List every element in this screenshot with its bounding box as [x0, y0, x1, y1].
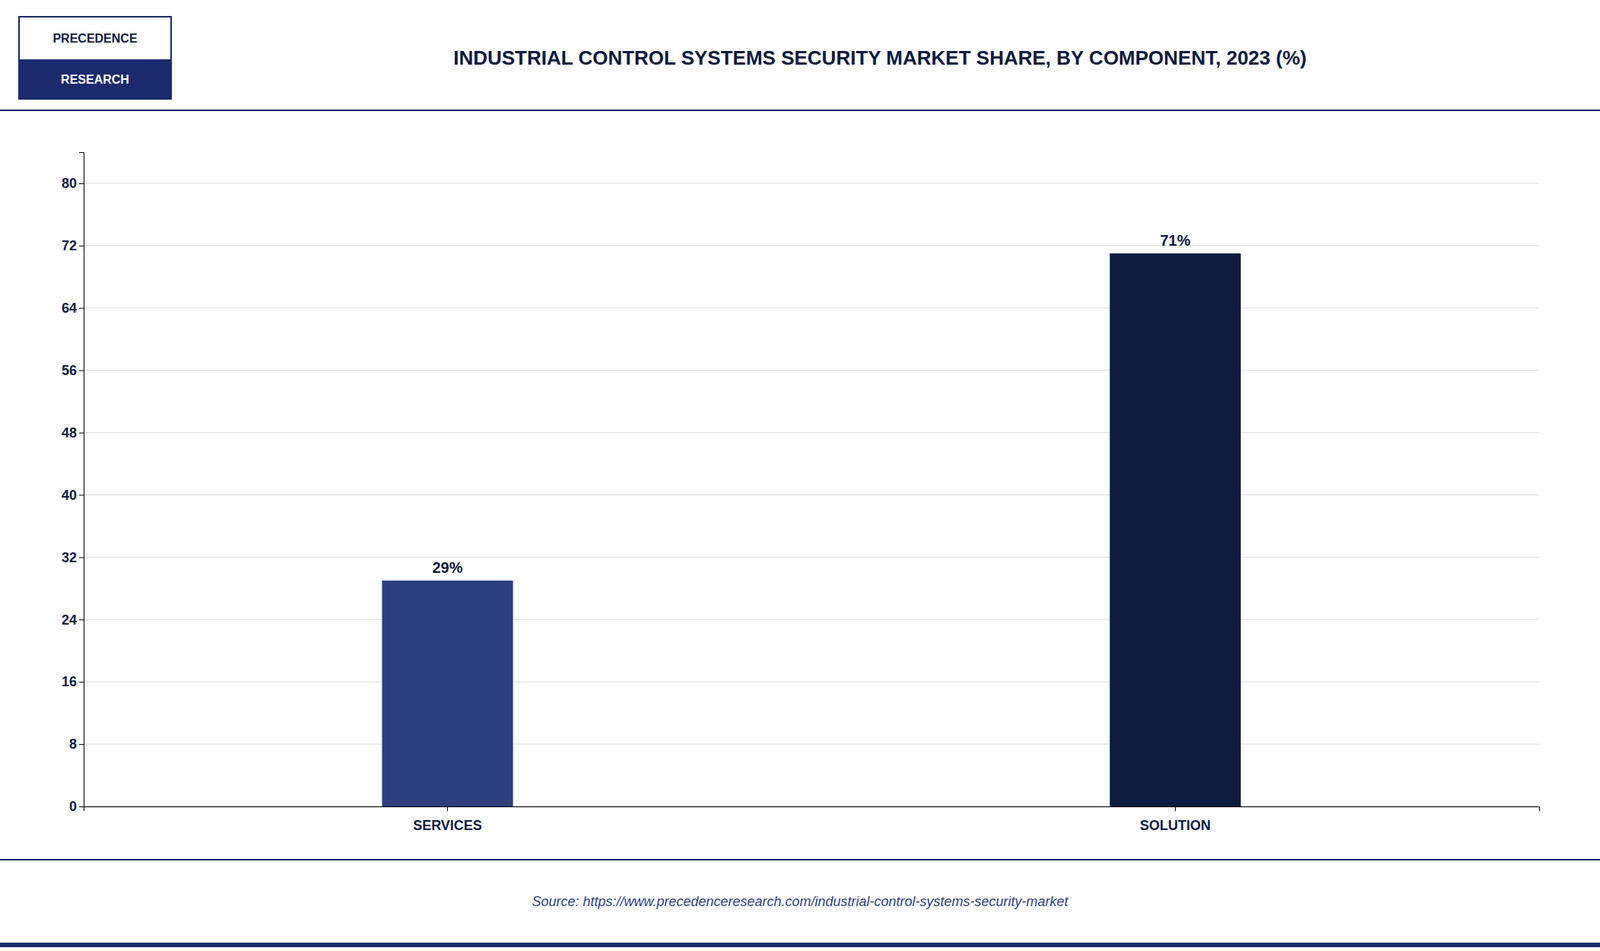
y-tick-label: 8 — [69, 736, 77, 752]
y-tick-mark — [79, 494, 84, 496]
y-tick-label: 80 — [61, 175, 77, 191]
bottom-bar — [0, 942, 1600, 947]
y-tick-mark — [79, 743, 84, 745]
x-tick-label: SERVICES — [412, 817, 483, 833]
plot: 29% 71% SERVICES SOLUTION 0 8 16 24 32 40 48 56 64 72… — [61, 152, 1540, 833]
grid-line — [83, 369, 1540, 371]
y-tick: 56 — [61, 362, 84, 378]
logo-bottom — [19, 59, 172, 99]
x-axis: SERVICES SOLUTION — [84, 806, 1540, 833]
logo: PRECEDENCE RESEARCH — [19, 16, 172, 99]
data-label: 29% — [431, 558, 463, 576]
y-tick-mark — [79, 370, 84, 372]
bars — [381, 253, 1241, 807]
y-tick-mark — [79, 307, 84, 309]
footer-line — [0, 858, 1600, 861]
bar — [1109, 253, 1241, 807]
y-tick-mark — [79, 681, 84, 683]
chart: PRECEDENCE RESEARCH INDUSTRIAL CONTROL SYS… — [0, 0, 1600, 951]
bar — [381, 580, 513, 807]
y-tick-mark — [79, 806, 84, 807]
x-tick-label: SOLUTION — [1139, 817, 1211, 833]
y-axis: 0 8 16 24 32 40 48 56 64 72 80 — [61, 152, 85, 815]
y-tick-label: 24 — [61, 612, 77, 628]
y-tick: 24 — [61, 612, 84, 628]
y-tick-mark — [79, 619, 84, 620]
y-tick: 40 — [61, 487, 84, 503]
y-tick-mark — [79, 556, 84, 558]
y-tick: 64 — [61, 300, 84, 316]
y-tick-label: 56 — [61, 362, 77, 378]
grid-line — [83, 431, 1540, 433]
x-tick: SOLUTION — [1139, 806, 1211, 833]
source: Source: https://www.precedenceresearch.c… — [531, 893, 1069, 909]
logo-border — [19, 16, 172, 99]
y-axis-line — [79, 152, 85, 807]
grid-line — [83, 681, 1540, 683]
data-labels: 29% 71% — [431, 231, 1191, 576]
y-tick-mark — [79, 432, 84, 434]
grid-line — [83, 494, 1540, 496]
x-tick-mark — [1174, 806, 1176, 811]
y-tick: 8 — [69, 736, 84, 752]
title: INDUSTRIAL CONTROL SYSTEMS SECURITY MARK… — [453, 46, 1307, 70]
x-tick: SERVICES — [412, 806, 483, 833]
y-tick-label: 40 — [61, 487, 77, 503]
y-tick-label: 64 — [61, 300, 77, 316]
y-tick: 48 — [61, 425, 84, 441]
y-tick: 0 — [69, 798, 84, 814]
grid-line — [83, 556, 1540, 558]
y-tick-label: 0 — [69, 798, 77, 814]
y-tick: 72 — [61, 238, 84, 254]
y-tick-mark — [79, 183, 84, 185]
grid-line — [83, 244, 1540, 246]
y-tick-mark — [79, 245, 84, 247]
grid-line — [83, 307, 1540, 308]
grid-line — [83, 619, 1540, 620]
y-tick-label: 72 — [61, 238, 77, 254]
grid-line — [83, 743, 1540, 745]
y-tick-label: 32 — [61, 549, 77, 566]
x-tick-mark — [447, 806, 448, 811]
y-tick-label: 48 — [61, 425, 77, 441]
y-tick: 16 — [61, 673, 84, 689]
x-axis-line — [84, 806, 1540, 812]
y-tick: 80 — [61, 175, 84, 191]
data-label: 71% — [1159, 231, 1191, 249]
header-line — [0, 109, 1600, 112]
y-tick-label: 16 — [61, 673, 77, 689]
y-tick: 32 — [61, 549, 84, 566]
grid-line — [83, 182, 1540, 184]
logo-text: RESEARCH — [60, 73, 130, 86]
logo-top — [19, 16, 172, 60]
grid — [83, 183, 1540, 807]
logo-text: PRECEDENCE — [52, 31, 137, 45]
